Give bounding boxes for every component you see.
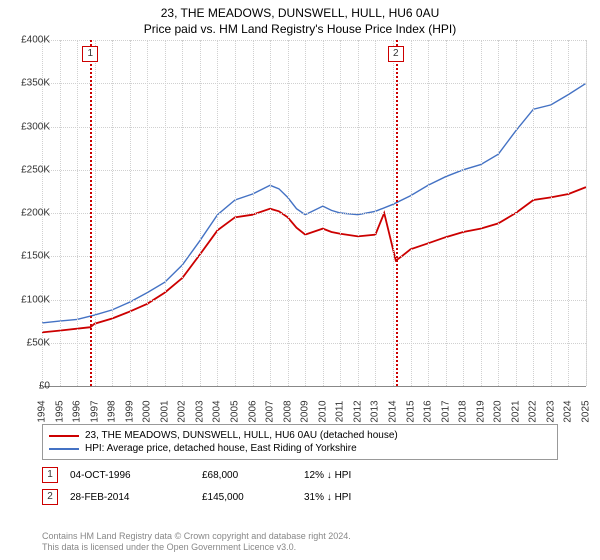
tx-price: £68,000 bbox=[202, 470, 292, 481]
marker-line-2 bbox=[396, 40, 398, 386]
tx-price: £145,000 bbox=[202, 492, 292, 503]
y-tick-label: £0 bbox=[8, 381, 50, 392]
legend-swatch bbox=[49, 435, 79, 437]
series-property bbox=[42, 187, 586, 332]
chart-subtitle: Price paid vs. HM Land Registry's House … bbox=[0, 22, 600, 40]
x-tick-label: 2001 bbox=[159, 400, 170, 422]
x-tick-label: 2025 bbox=[581, 400, 592, 422]
x-tick-label: 2009 bbox=[300, 400, 311, 422]
y-tick-label: £350K bbox=[8, 78, 50, 89]
x-tick-label: 2016 bbox=[423, 400, 434, 422]
x-tick-label: 2002 bbox=[177, 400, 188, 422]
tx-pct: 31% ↓ HPI bbox=[304, 492, 404, 503]
tx-pct: 12% ↓ HPI bbox=[304, 470, 404, 481]
x-tick-label: 2010 bbox=[317, 400, 328, 422]
chart-container: 23, THE MEADOWS, DUNSWELL, HULL, HU6 0AU… bbox=[0, 0, 600, 560]
legend-label: HPI: Average price, detached house, East… bbox=[85, 443, 357, 454]
x-tick-label: 2011 bbox=[335, 401, 346, 423]
x-tick-label: 1995 bbox=[54, 400, 65, 422]
transactions-table: 1 04-OCT-1996 £68,000 12% ↓ HPI 2 28-FEB-2014… bbox=[42, 464, 588, 508]
y-tick-label: £250K bbox=[8, 164, 50, 175]
marker-line-1 bbox=[90, 40, 92, 386]
x-tick-label: 2004 bbox=[212, 400, 223, 422]
x-tick-label: 2008 bbox=[282, 400, 293, 422]
x-tick-label: 2012 bbox=[352, 400, 363, 422]
x-tick-label: 2015 bbox=[405, 400, 416, 422]
series-hpi bbox=[42, 83, 586, 323]
transaction-row: 2 28-FEB-2014 £145,000 31% ↓ HPI bbox=[42, 486, 588, 508]
legend-label: 23, THE MEADOWS, DUNSWELL, HULL, HU6 0AU… bbox=[85, 430, 398, 441]
x-tick-label: 1996 bbox=[72, 400, 83, 422]
footnote-line2: This data is licensed under the Open Gov… bbox=[42, 542, 296, 552]
x-tick-label: 1999 bbox=[124, 400, 135, 422]
legend-item-hpi: HPI: Average price, detached house, East… bbox=[49, 442, 551, 455]
x-tick-label: 2017 bbox=[440, 400, 451, 422]
tx-date: 28-FEB-2014 bbox=[70, 492, 190, 503]
x-tick-label: 2000 bbox=[142, 400, 153, 422]
x-tick-label: 2013 bbox=[370, 400, 381, 422]
marker-box-1: 1 bbox=[82, 46, 98, 62]
marker-box-2: 2 bbox=[388, 46, 404, 62]
x-tick-label: 2020 bbox=[493, 400, 504, 422]
x-tick-label: 2019 bbox=[475, 400, 486, 422]
tx-marker: 2 bbox=[42, 489, 58, 505]
y-tick-label: £200K bbox=[8, 208, 50, 219]
legend-swatch bbox=[49, 448, 79, 450]
tx-date: 04-OCT-1996 bbox=[70, 470, 190, 481]
chart-title: 23, THE MEADOWS, DUNSWELL, HULL, HU6 0AU bbox=[0, 0, 600, 22]
y-tick-label: £400K bbox=[8, 35, 50, 46]
x-tick-label: 2018 bbox=[458, 400, 469, 422]
legend-item-property: 23, THE MEADOWS, DUNSWELL, HULL, HU6 0AU… bbox=[49, 429, 551, 442]
transaction-row: 1 04-OCT-1996 £68,000 12% ↓ HPI bbox=[42, 464, 588, 486]
footnote: Contains HM Land Registry data © Crown c… bbox=[42, 531, 351, 554]
x-tick-label: 2024 bbox=[563, 400, 574, 422]
y-tick-label: £100K bbox=[8, 294, 50, 305]
x-tick-label: 1998 bbox=[107, 400, 118, 422]
plot-area: 12 bbox=[42, 40, 587, 386]
x-tick-label: 1997 bbox=[89, 400, 100, 422]
tx-marker: 1 bbox=[42, 467, 58, 483]
x-tick-label: 2022 bbox=[528, 400, 539, 422]
x-tick-label: 2005 bbox=[230, 400, 241, 422]
x-tick-label: 2007 bbox=[265, 400, 276, 422]
x-tick-label: 2014 bbox=[387, 400, 398, 422]
y-tick-label: £300K bbox=[8, 121, 50, 132]
x-tick-label: 2003 bbox=[194, 400, 205, 422]
x-tick-label: 1994 bbox=[37, 400, 48, 422]
footnote-line1: Contains HM Land Registry data © Crown c… bbox=[42, 531, 351, 541]
x-tick-label: 2006 bbox=[247, 400, 258, 422]
x-tick-label: 2021 bbox=[510, 400, 521, 422]
x-tick-label: 2023 bbox=[545, 400, 556, 422]
y-tick-label: £50K bbox=[8, 337, 50, 348]
legend: 23, THE MEADOWS, DUNSWELL, HULL, HU6 0AU… bbox=[42, 424, 558, 460]
y-tick-label: £150K bbox=[8, 251, 50, 262]
